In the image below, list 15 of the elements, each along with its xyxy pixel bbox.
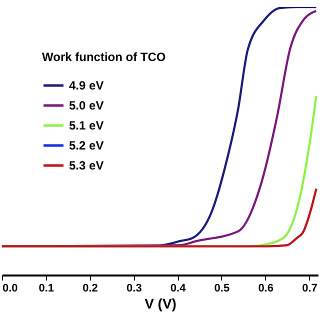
legend-label: 5.1 eV (69, 118, 104, 132)
legend-label: 5.2 eV (69, 138, 104, 152)
legend-label: 5.0 eV (69, 98, 104, 112)
x-tick-label: 0.6 (258, 282, 274, 294)
x-tick-label: 0.3 (126, 282, 142, 294)
x-tick-label: 0.0 (2, 282, 18, 294)
legend-title: Work function of TCO (42, 50, 166, 64)
legend-label: 4.9 eV (69, 78, 104, 92)
x-tick-label: 0.5 (214, 282, 230, 294)
legend-label: 5.3 eV (69, 158, 104, 172)
x-tick-label: 0.4 (170, 282, 187, 294)
x-tick-label: 0.2 (82, 282, 98, 294)
x-axis-title: V (V) (144, 296, 176, 312)
x-tick-label: 0.1 (38, 282, 54, 294)
x-tick-label: 0.7 (302, 282, 318, 294)
